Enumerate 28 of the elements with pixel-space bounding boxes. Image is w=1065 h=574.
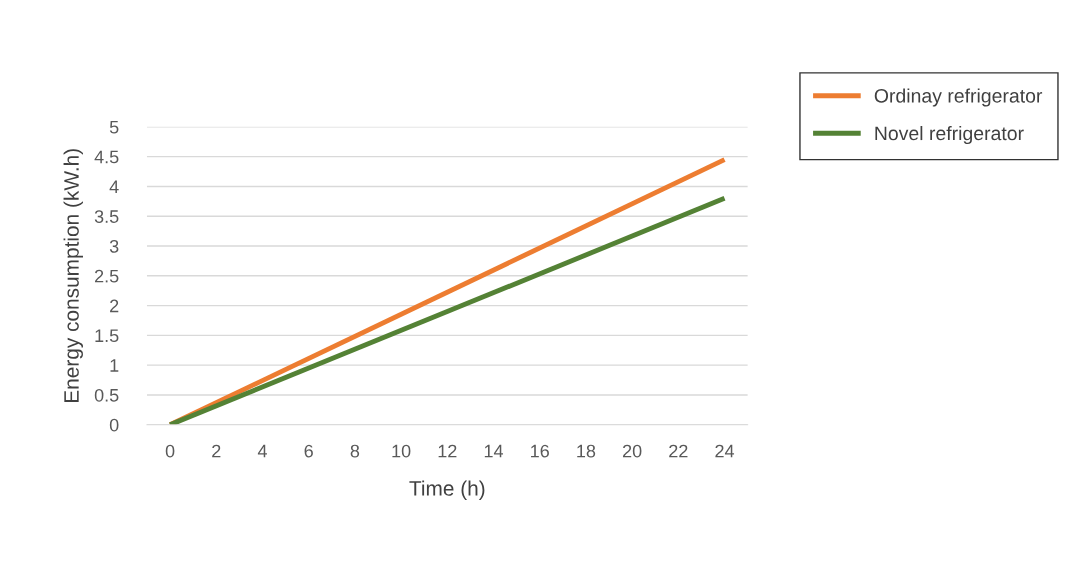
legend-label: Novel refrigerator xyxy=(875,125,1024,145)
x-tick-label: 8 xyxy=(350,444,360,458)
y-tick-label: 3.5 xyxy=(94,210,119,223)
y-axis-title: Energy consumption (kW.h) xyxy=(63,149,83,403)
y-tick-label: 0 xyxy=(109,418,119,432)
x-tick-label: 14 xyxy=(484,444,504,458)
y-tick-label: 4 xyxy=(109,180,119,193)
x-tick-label: 16 xyxy=(531,444,549,458)
x-tick-label: 6 xyxy=(304,444,313,458)
x-tick-label: 12 xyxy=(438,444,457,458)
y-tick-label: 2 xyxy=(110,299,119,313)
x-tick-label: 0 xyxy=(165,444,175,458)
y-tick-label: 3 xyxy=(109,239,119,253)
x-tick-label: 4 xyxy=(257,444,267,458)
x-tick-label: 18 xyxy=(577,444,596,458)
y-tick-label: 0.5 xyxy=(94,388,119,402)
y-tick-label: 1.5 xyxy=(95,329,119,343)
y-tick-label: 5 xyxy=(109,120,119,134)
x-tick-label: 2 xyxy=(212,444,221,458)
x-tick-label: 22 xyxy=(669,444,688,458)
x-tick-label: 24 xyxy=(715,444,735,458)
y-tick-label: 2.5 xyxy=(95,269,119,283)
x-tick-label: 10 xyxy=(392,444,411,458)
y-tick-label: 4.5 xyxy=(94,150,119,164)
legend-label: Ordinay refrigerator xyxy=(874,88,1043,107)
x-tick-label: 20 xyxy=(622,444,642,458)
x-axis-title: Time (h) xyxy=(409,480,485,500)
y-tick-label: 1 xyxy=(110,359,119,372)
